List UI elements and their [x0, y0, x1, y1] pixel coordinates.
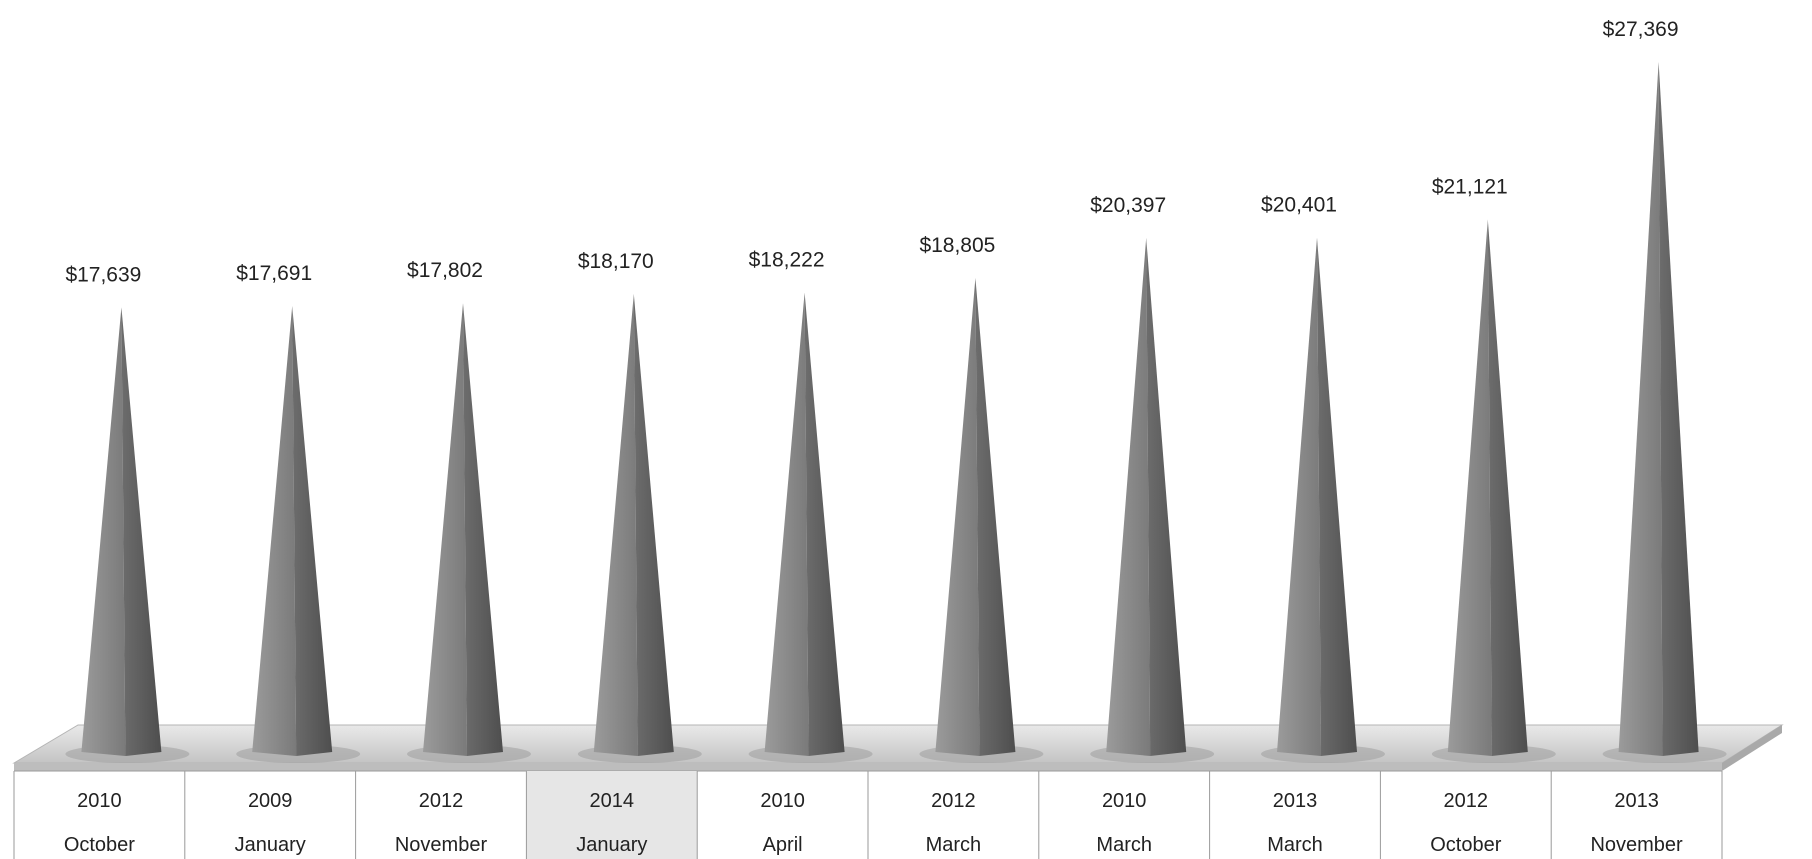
pyramid-face-left	[1618, 62, 1663, 756]
category-cell: 2014 January	[525, 771, 698, 859]
data-label: $18,805	[919, 234, 995, 257]
category-year-label: 2012	[1444, 790, 1489, 812]
data-label: $18,170	[578, 250, 654, 273]
pyramid-face-right	[121, 307, 162, 756]
pyramid-face-left	[1277, 237, 1321, 756]
pyramid-face-left	[423, 303, 467, 756]
data-label: $17,802	[407, 259, 483, 282]
data-label: $17,639	[65, 263, 141, 286]
category-cell: 2010 October	[13, 771, 135, 859]
pyramid-face-left	[764, 292, 809, 756]
category-year-label: 2013	[1273, 790, 1318, 812]
category-year-label: 2014	[590, 790, 635, 812]
category-year-label: 2010	[77, 790, 122, 812]
category-axis-table: 2010 October 2009 January 2012 November 2014 Ja…	[13, 770, 1723, 859]
pyramid-face-right	[975, 277, 1016, 756]
pyramid-bar	[407, 303, 531, 763]
pyramid-bar	[919, 277, 1044, 763]
category-cell: 2013 November	[1550, 771, 1683, 859]
pyramid-face-left	[81, 307, 126, 756]
category-cell: 2010 March	[1038, 771, 1152, 859]
pyramid-bar	[577, 293, 702, 763]
category-month-label: March	[926, 834, 982, 856]
data-label: $17,691	[236, 262, 312, 285]
pyramid-face-right	[1487, 219, 1528, 756]
pyramid-face-right	[292, 305, 333, 756]
pyramid-face-left	[593, 293, 638, 756]
category-cell-highlight	[526, 771, 698, 859]
category-year-label: 2013	[1614, 790, 1659, 812]
category-cell: 2010 April	[696, 771, 805, 859]
category-month-label: November	[1590, 834, 1683, 856]
category-cell: 2009 January	[184, 771, 306, 859]
category-month-label: November	[395, 834, 488, 856]
data-label: $20,401	[1261, 194, 1337, 217]
pyramid-face-right	[804, 292, 845, 756]
chart-floor-side-edge	[1722, 725, 1782, 771]
category-year-label: 2010	[760, 790, 805, 812]
data-label: $21,121	[1432, 176, 1508, 199]
pyramid-bar	[1261, 237, 1385, 763]
pyramid-face-left	[252, 305, 297, 756]
pyramid-bar	[65, 307, 190, 763]
category-year-label: 2012	[419, 790, 464, 812]
pyramid-face-right	[1317, 237, 1357, 756]
category-cell: 2013 March	[1209, 771, 1323, 859]
data-labels: $17,639 $17,691 $17,802 $18,170 $18,222 $18,8…	[65, 18, 1678, 286]
pyramid-face-left	[1447, 219, 1492, 756]
pyramid-face-right	[1146, 237, 1187, 757]
category-year-label: 2010	[1102, 790, 1147, 812]
category-month-label: October	[1430, 834, 1501, 856]
pyramid-face-right	[1658, 62, 1699, 756]
pyramid-face-right	[633, 293, 674, 756]
pyramid-bar	[1090, 237, 1215, 763]
data-label: $27,369	[1603, 18, 1679, 41]
pyramid-face-left	[1106, 237, 1151, 757]
chart-floor-front-edge	[14, 763, 1722, 771]
data-label: $20,397	[1090, 194, 1166, 217]
category-month-label: January	[235, 834, 306, 856]
category-year-label: 2009	[248, 790, 293, 812]
pyramid-series	[65, 62, 1727, 763]
pyramid-bar	[1431, 219, 1556, 763]
category-month-label: January	[576, 834, 647, 856]
pyramid-bar	[748, 292, 873, 763]
category-cell: 2012 November	[355, 771, 488, 859]
category-cell: 2012 March	[867, 771, 982, 859]
category-month-label: March	[1096, 834, 1152, 856]
pyramid-face-left	[935, 277, 980, 756]
category-month-label: October	[64, 834, 135, 856]
category-month-label: March	[1267, 834, 1323, 856]
pyramid-face-right	[463, 303, 503, 756]
category-month-label: April	[763, 834, 803, 856]
category-cell: 2012 October	[1379, 771, 1502, 859]
category-year-label: 2012	[931, 790, 976, 812]
pyramid-bar	[236, 305, 361, 763]
data-label: $18,222	[749, 249, 825, 272]
pyramid-bar	[1602, 62, 1727, 763]
